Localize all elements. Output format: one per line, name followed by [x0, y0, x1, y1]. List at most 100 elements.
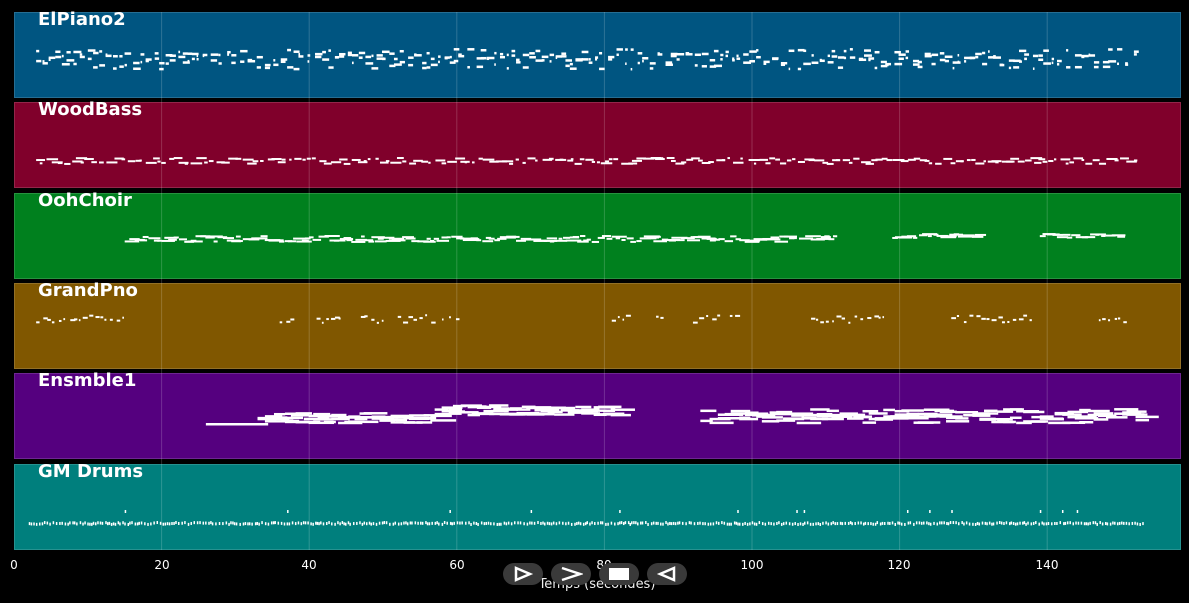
- note: [561, 55, 567, 58]
- note: [354, 417, 368, 421]
- note: [33, 522, 35, 526]
- note: [574, 162, 582, 165]
- note: [287, 66, 294, 69]
- note: [627, 521, 630, 525]
- note: [979, 417, 996, 421]
- note: [459, 237, 472, 240]
- note: [1013, 66, 1020, 69]
- forward-button[interactable]: [551, 563, 591, 585]
- note: [688, 521, 691, 525]
- note: [915, 521, 918, 525]
- note: [1043, 62, 1051, 65]
- note: [643, 157, 655, 160]
- note: [707, 522, 710, 526]
- note: [312, 238, 322, 241]
- note: [273, 412, 286, 416]
- note: [530, 510, 533, 513]
- note: [35, 522, 38, 526]
- note: [867, 522, 869, 526]
- note: [159, 521, 162, 525]
- note: [202, 53, 208, 57]
- note: [919, 159, 928, 162]
- note: [150, 522, 152, 526]
- note: [697, 521, 699, 525]
- note: [331, 317, 336, 320]
- note: [709, 421, 734, 425]
- note: [267, 522, 270, 526]
- note: [306, 157, 311, 160]
- note: [669, 521, 671, 525]
- note: [597, 521, 599, 525]
- note: [343, 237, 352, 240]
- note: [815, 318, 819, 321]
- note: [1101, 234, 1106, 237]
- note: [414, 54, 422, 57]
- note: [701, 52, 709, 56]
- note: [583, 239, 589, 242]
- note: [247, 58, 253, 62]
- note: [791, 522, 794, 526]
- note: [821, 417, 844, 421]
- note: [874, 66, 878, 70]
- note: [847, 521, 850, 525]
- note: [836, 159, 840, 162]
- note: [633, 521, 635, 525]
- note: [375, 522, 378, 526]
- note: [607, 522, 609, 526]
- note: [516, 408, 531, 411]
- note: [80, 161, 84, 164]
- note: [467, 48, 475, 51]
- note: [817, 522, 820, 526]
- note: [854, 522, 856, 526]
- note: [73, 521, 76, 525]
- note: [39, 162, 43, 165]
- note: [599, 67, 605, 71]
- note: [672, 521, 675, 525]
- note: [619, 521, 621, 525]
- note: [626, 237, 634, 240]
- note: [739, 239, 750, 242]
- note: [39, 522, 41, 526]
- note: [918, 521, 921, 525]
- note: [449, 316, 451, 319]
- note: [1067, 410, 1089, 414]
- note: [579, 522, 582, 526]
- note: [1038, 54, 1043, 57]
- stop-button[interactable]: [599, 563, 639, 585]
- note: [1013, 59, 1021, 63]
- note: [1125, 521, 1128, 525]
- play-button[interactable]: [503, 563, 543, 585]
- note: [283, 522, 286, 526]
- note: [810, 408, 830, 411]
- note: [52, 521, 55, 525]
- note: [572, 235, 580, 238]
- note: [735, 238, 741, 241]
- note: [797, 522, 799, 526]
- note: [1126, 160, 1137, 163]
- note: [868, 58, 871, 62]
- note: [316, 317, 321, 320]
- note: [271, 158, 282, 161]
- note: [867, 317, 872, 320]
- note: [500, 522, 502, 526]
- note: [780, 522, 783, 526]
- note: [661, 238, 669, 241]
- note: [701, 162, 711, 165]
- rewind-button[interactable]: [647, 563, 687, 585]
- note: [652, 521, 655, 525]
- note: [322, 50, 326, 54]
- note: [951, 317, 957, 320]
- note: [610, 521, 613, 525]
- note: [159, 67, 164, 71]
- note: [318, 522, 320, 526]
- note: [489, 160, 499, 163]
- note: [169, 54, 176, 57]
- note: [665, 521, 667, 525]
- note: [963, 413, 976, 417]
- note: [825, 320, 829, 323]
- note: [1133, 50, 1139, 53]
- note: [1093, 61, 1100, 64]
- note: [772, 57, 779, 60]
- note: [803, 510, 806, 513]
- note: [865, 162, 874, 165]
